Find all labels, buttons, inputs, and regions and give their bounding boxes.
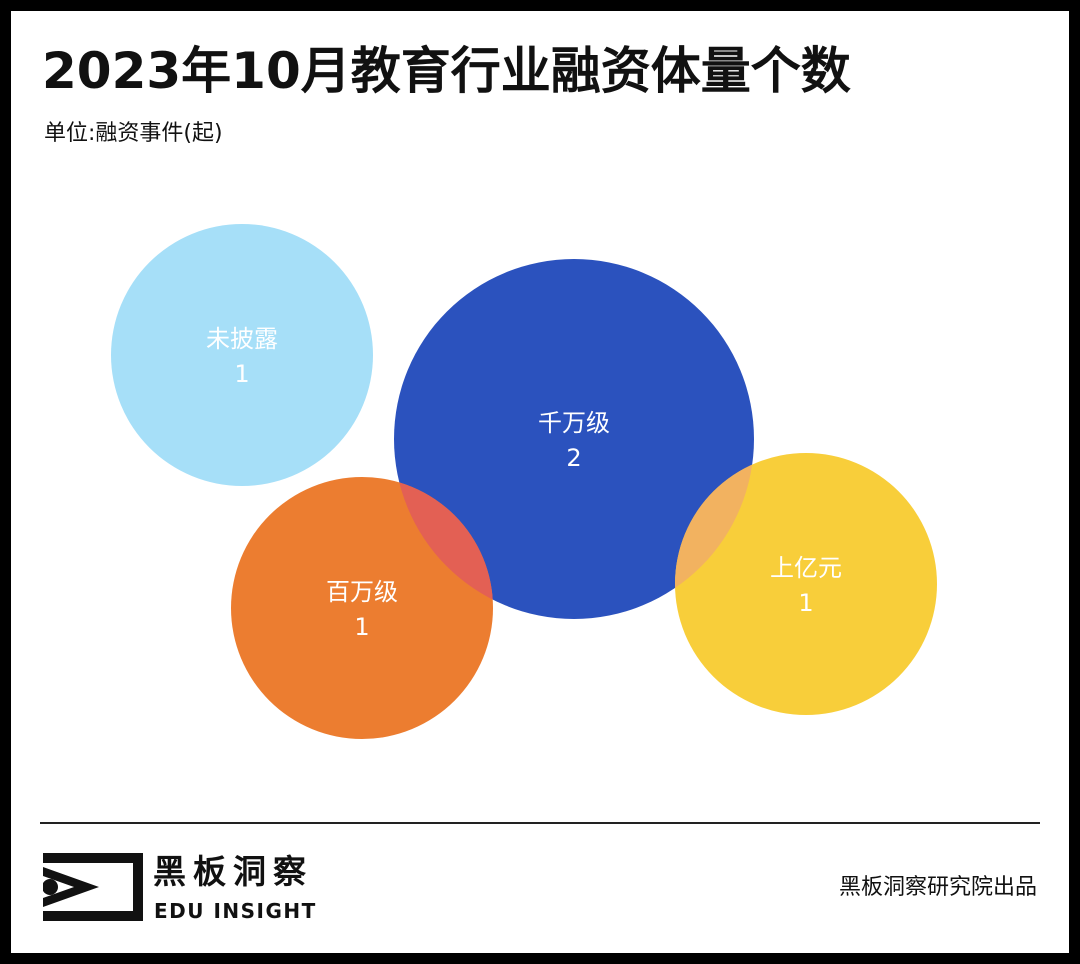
publisher-credit: 黑板洞察研究院出品 [838, 875, 1037, 900]
bubble-label-weipilu: 未披露 [206, 325, 278, 353]
bubble-qianwan [394, 259, 754, 619]
bubble-label-qianwan: 千万级 [538, 409, 610, 437]
bubble-label-baiwan: 百万级 [326, 578, 398, 606]
brand-name-cn: 黑板洞察 [153, 852, 313, 891]
brand-name-en: EDU INSIGHT [154, 899, 317, 923]
bubble-yiyuan [675, 453, 937, 715]
bubble-value-qianwan: 2 [566, 444, 581, 472]
chart-card: 2023年10月教育行业融资体量个数 单位:融资事件(起) 未披露 1 千万级 2 百万… [11, 11, 1069, 953]
bubble-label-yiyuan: 上亿元 [770, 554, 842, 582]
bubble-chart: 未披露 1 千万级 2 百万级 1 上亿元 1 [111, 224, 937, 739]
bubble-value-yiyuan: 1 [798, 589, 813, 617]
eye-frame-logo-icon [43, 853, 143, 921]
bubble-weipilu [111, 224, 373, 486]
footer-divider [40, 822, 1040, 824]
chart-title: 2023年10月教育行业融资体量个数 [42, 42, 851, 100]
bubble-value-weipilu: 1 [234, 360, 249, 388]
unit-label: 单位:融资事件(起) [44, 121, 223, 146]
bubble-value-baiwan: 1 [354, 613, 369, 641]
bubbles-layer [111, 224, 937, 739]
labels-layer: 未披露 1 千万级 2 百万级 1 上亿元 1 [206, 325, 842, 641]
